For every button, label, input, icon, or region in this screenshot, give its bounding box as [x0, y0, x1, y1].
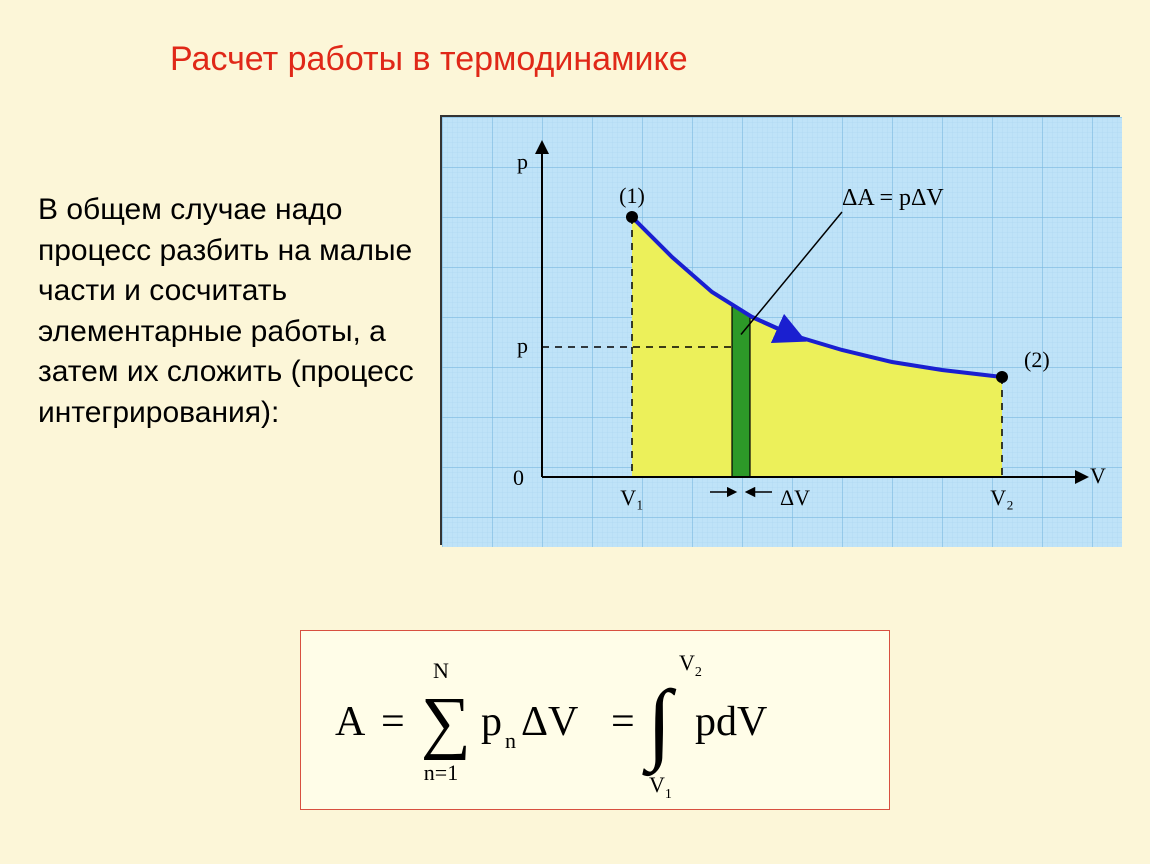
- svg-text:V₂: V₂: [990, 485, 1014, 510]
- svg-text:N: N: [433, 658, 449, 683]
- svg-text:A: A: [335, 699, 366, 745]
- pv-chart: 0 p V V₁ V₂ p (1) (2) ΔV ΔA = pΔV: [440, 115, 1120, 545]
- svg-text:∫: ∫: [642, 673, 677, 777]
- svg-text:V: V: [1090, 463, 1106, 488]
- svg-text:ΔV: ΔV: [521, 699, 578, 745]
- svg-text:0: 0: [513, 465, 524, 490]
- svg-text:p: p: [481, 699, 502, 745]
- svg-text:(1): (1): [619, 183, 645, 208]
- svg-text:n=1: n=1: [424, 760, 458, 785]
- svg-text:ΔA = pΔV: ΔA = pΔV: [842, 185, 944, 211]
- svg-text:∑: ∑: [421, 684, 471, 761]
- formula-box: A=∑Nn=1pnΔV=∫V2V1pdV: [300, 630, 890, 810]
- page-title: Расчет работы в термодинамике: [170, 40, 688, 79]
- svg-text:p: p: [517, 149, 528, 174]
- svg-text:V₁: V₁: [620, 485, 644, 510]
- svg-text:ΔV: ΔV: [780, 485, 810, 510]
- svg-text:=: =: [611, 699, 635, 745]
- body-paragraph: В общем случае надо процесс разбить на м…: [38, 190, 418, 433]
- svg-text:pdV: pdV: [695, 699, 767, 745]
- svg-text:V2: V2: [679, 650, 702, 680]
- svg-text:p: p: [517, 333, 528, 358]
- svg-text:V1: V1: [649, 772, 672, 800]
- svg-text:n: n: [505, 728, 516, 753]
- svg-text:(2): (2): [1024, 347, 1050, 372]
- svg-text:=: =: [381, 699, 405, 745]
